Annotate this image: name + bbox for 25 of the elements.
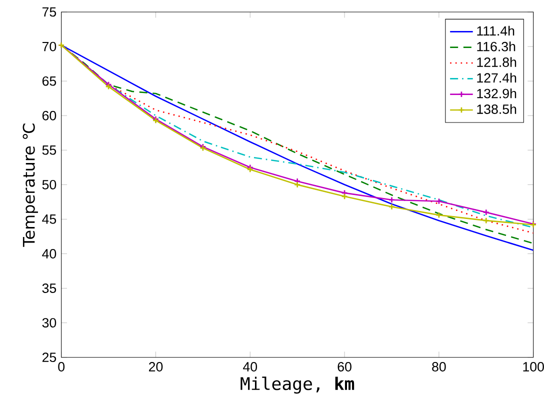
legend-label: 111.4h: [477, 26, 514, 36]
x-tick-label: 100: [523, 362, 544, 372]
y-tick-label: 30: [42, 318, 56, 328]
y-tick-label: 50: [42, 180, 56, 190]
legend-label: 132.9h: [477, 88, 516, 98]
y-tick-label: 60: [42, 110, 56, 120]
legend-label: 116.3h: [477, 42, 516, 52]
x-tick-label: 20: [148, 362, 163, 372]
y-tick-label: 40: [42, 249, 56, 258]
legend-label: 121.8h: [477, 57, 516, 67]
x-tick-label: 60: [338, 362, 352, 372]
y-tick-label: 55: [42, 145, 56, 155]
y-tick-label: 35: [42, 284, 56, 293]
x-tick-label: 0: [58, 362, 65, 372]
y-tick-label: 70: [42, 42, 56, 52]
y-tick-label: 45: [42, 214, 56, 224]
y-axis-title: Temperature ℃: [22, 124, 38, 247]
y-tick-label: 65: [42, 76, 56, 86]
y-tick-label: 75: [42, 7, 56, 17]
y-tick-label: 25: [42, 352, 56, 362]
legend-label: 127.4h: [477, 72, 516, 82]
legend-label: 138.5h: [477, 104, 516, 114]
x-axis-title: Mileage, km: [240, 376, 354, 394]
x-tick-label: 80: [432, 362, 446, 372]
x-tick-label: 40: [243, 362, 258, 372]
